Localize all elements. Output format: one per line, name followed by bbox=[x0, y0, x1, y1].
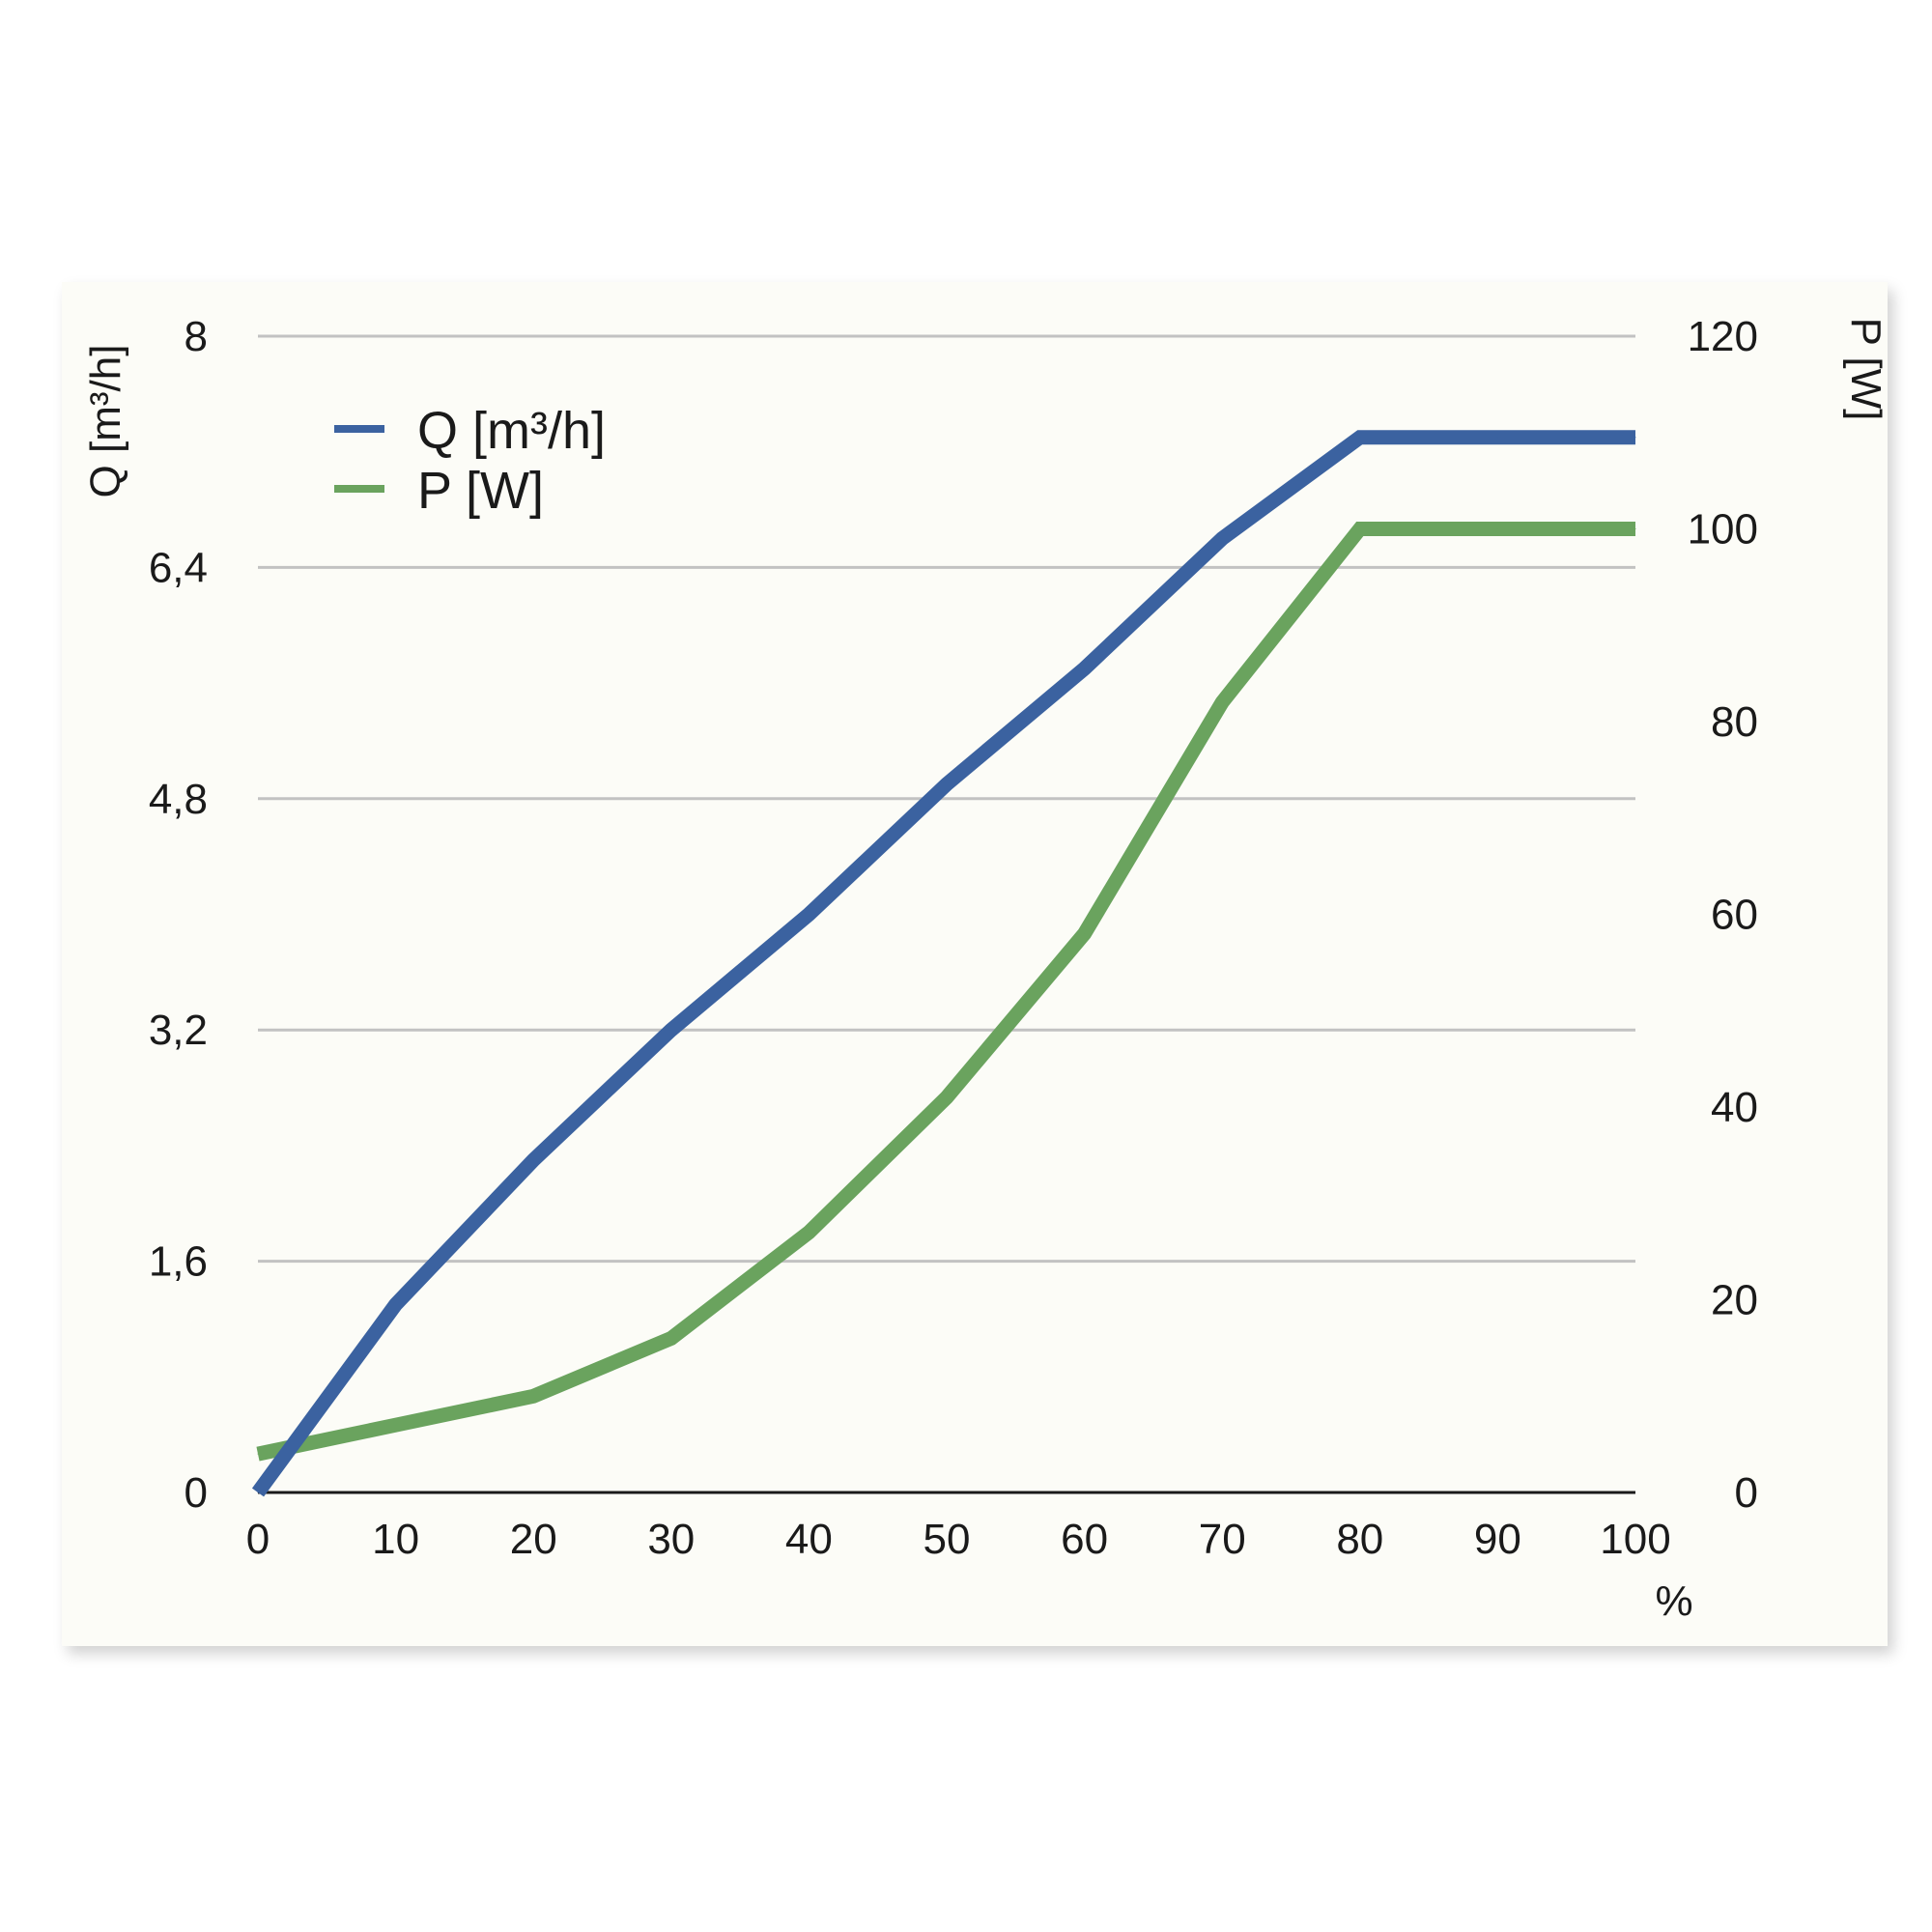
y-tick-label-right: 20 bbox=[1711, 1277, 1758, 1324]
y-tick-label-right: 0 bbox=[1735, 1469, 1758, 1517]
data-point-p bbox=[1084, 932, 1086, 934]
x-tick-label: 80 bbox=[1336, 1516, 1383, 1563]
data-point-p bbox=[1221, 701, 1223, 703]
data-point-q bbox=[1359, 437, 1361, 439]
data-point-q bbox=[532, 1159, 534, 1161]
y-tick-label-right: 60 bbox=[1711, 892, 1758, 939]
data-point-p bbox=[257, 1453, 259, 1455]
x-tick-label: 50 bbox=[923, 1516, 971, 1563]
grid-lines bbox=[258, 334, 1635, 1264]
data-point-q bbox=[257, 1492, 259, 1493]
legend-label-p: P [W] bbox=[417, 462, 544, 520]
x-axis-unit: % bbox=[1655, 1577, 1692, 1625]
y-tick-label-left: 0 bbox=[185, 1469, 208, 1517]
data-point-q bbox=[946, 783, 948, 785]
data-point-q bbox=[670, 1029, 672, 1031]
data-point-p bbox=[395, 1424, 397, 1426]
x-tick-label: 10 bbox=[372, 1516, 419, 1563]
x-tick-label: 60 bbox=[1061, 1516, 1108, 1563]
chart-card bbox=[62, 282, 1888, 1646]
y-tick-label-right: 100 bbox=[1688, 506, 1758, 554]
y-tick-label-right: 120 bbox=[1688, 313, 1758, 360]
data-point-q bbox=[1634, 437, 1636, 439]
data-point-q bbox=[1496, 437, 1498, 439]
data-point-p bbox=[946, 1096, 948, 1098]
series-lines bbox=[251, 430, 1636, 1497]
x-tick-label: 90 bbox=[1474, 1516, 1521, 1563]
data-point-q bbox=[1084, 668, 1086, 669]
y-tick-label-right: 40 bbox=[1711, 1084, 1758, 1131]
data-point-q bbox=[395, 1303, 397, 1305]
x-tick-label: 40 bbox=[785, 1516, 833, 1563]
data-point-p bbox=[1634, 528, 1636, 529]
x-tick-label: 30 bbox=[647, 1516, 695, 1563]
series-line-q bbox=[251, 430, 1635, 1497]
x-tick-label: 0 bbox=[246, 1516, 270, 1563]
series-line-p bbox=[256, 522, 1635, 1462]
y-tick-label-left: 1,6 bbox=[149, 1238, 208, 1286]
y-axis-title-left: Q [m³/h] bbox=[82, 345, 129, 498]
y-tick-label-left: 6,4 bbox=[149, 544, 208, 591]
legend-label-q: Q [m³/h] bbox=[417, 402, 606, 460]
y-tick-label-left: 3,2 bbox=[149, 1007, 208, 1054]
data-point-p bbox=[670, 1337, 672, 1339]
y-tick-label-left: 8 bbox=[185, 313, 208, 360]
y-tick-label-left: 4,8 bbox=[149, 776, 208, 823]
data-point-p bbox=[1359, 528, 1361, 529]
y-tick-label-right: 80 bbox=[1711, 698, 1758, 746]
data-point-p bbox=[808, 1232, 810, 1234]
y-axis-title-right: P [W] bbox=[1842, 318, 1889, 421]
data-point-q bbox=[1221, 537, 1223, 539]
data-point-p bbox=[1496, 528, 1498, 529]
x-tick-label: 100 bbox=[1600, 1516, 1670, 1563]
data-point-q bbox=[808, 914, 810, 915]
legend: Q [m³/h] P [W] bbox=[334, 402, 606, 520]
data-point-p bbox=[532, 1395, 534, 1397]
x-tick-label: 70 bbox=[1199, 1516, 1246, 1563]
x-tick-label: 20 bbox=[510, 1516, 557, 1563]
